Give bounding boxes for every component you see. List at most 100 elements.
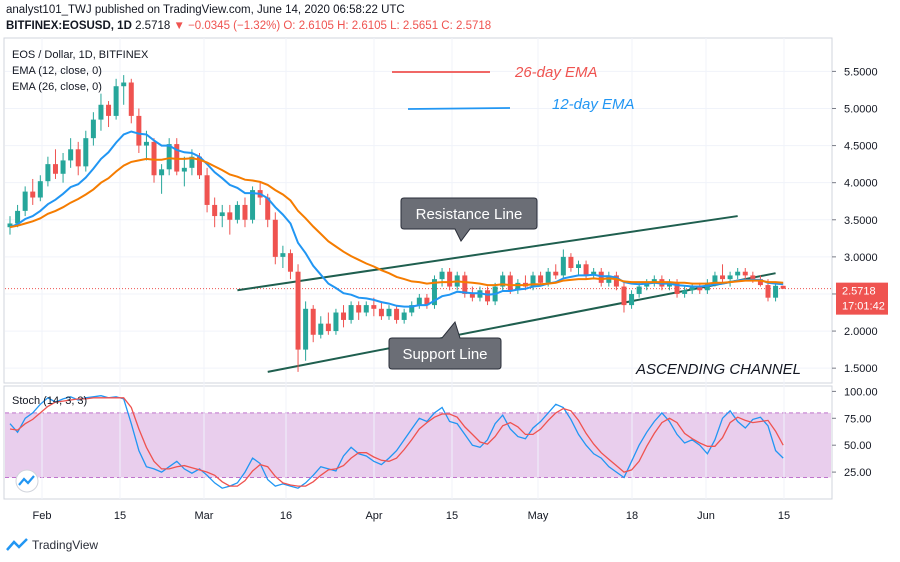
- candle-body: [318, 323, 324, 335]
- candle-body: [197, 156, 202, 176]
- price-axis-label: 3.5000: [844, 215, 878, 227]
- candle-body: [689, 286, 695, 291]
- price-tag: 2.5718 17:01:42: [836, 282, 888, 315]
- candle-body: [136, 115, 142, 146]
- pane-title: EOS / Dollar, 1D, BITFINEX: [12, 49, 149, 61]
- candle-body: [469, 293, 475, 298]
- candle-body: [60, 160, 66, 174]
- candle-body: [212, 204, 218, 217]
- candle-body: [568, 256, 574, 268]
- time-axis-label: Feb: [33, 510, 52, 522]
- candle-body: [265, 197, 271, 220]
- candle-body: [462, 275, 468, 294]
- candle-body: [159, 169, 165, 176]
- candle-body: [629, 293, 635, 306]
- candle-body: [538, 275, 544, 283]
- time-axis-label: Mar: [195, 510, 214, 522]
- candle-body: [303, 308, 309, 350]
- time-axis-label: 16: [280, 510, 292, 522]
- candle-body: [68, 149, 74, 161]
- channel-annotation: ASCENDING CHANNEL: [635, 361, 801, 378]
- candle-body: [674, 282, 680, 294]
- stoch-k-line: [9, 395, 784, 489]
- candle-body: [735, 271, 741, 276]
- candle-body: [424, 297, 430, 306]
- candle-body: [576, 264, 581, 268]
- stoch-d-line: [9, 397, 784, 487]
- candle-body: [583, 264, 589, 276]
- footer-brand: TradingView: [32, 538, 99, 552]
- stoch-axis-label: 50.00: [844, 440, 872, 452]
- candle-body: [507, 275, 513, 291]
- candle-body: [530, 275, 536, 287]
- candle-body: [712, 275, 718, 283]
- price-change: −0.0345 (−1.32%): [188, 20, 281, 32]
- candle-body: [591, 271, 597, 276]
- time-axis-label: 15: [114, 510, 126, 522]
- ema12-annotation: 12-day EMA: [552, 96, 635, 113]
- candle-body: [45, 164, 51, 182]
- candle-body: [500, 275, 506, 287]
- candle-body: [75, 149, 81, 167]
- stoch-layer: [9, 395, 784, 489]
- candle-body: [720, 275, 726, 280]
- candle-body: [651, 279, 657, 283]
- ema26-line: [9, 157, 784, 287]
- price-axis-label: 3.0000: [844, 252, 878, 264]
- stoch-legend: Stoch (14, 3, 3): [12, 395, 87, 407]
- support-callout: Support Line: [388, 320, 502, 370]
- resistance-line: [237, 215, 738, 292]
- candle-body: [621, 286, 627, 306]
- candle-body: [37, 181, 43, 198]
- candle-body: [295, 271, 301, 350]
- candle-body: [560, 256, 566, 276]
- support-label: Support Line: [402, 346, 487, 363]
- ema26-legend: EMA (26, close, 0): [12, 81, 102, 93]
- time-axis-label: 15: [446, 510, 458, 522]
- candle-body: [431, 279, 437, 306]
- candle-body: [30, 191, 36, 198]
- candle-body: [401, 312, 407, 320]
- stoch-axis-label: 100.00: [844, 386, 878, 398]
- candle-body: [242, 204, 248, 220]
- candle-body: [219, 212, 225, 217]
- candle-body: [697, 286, 703, 291]
- price-tag-value: 2.5718: [842, 286, 876, 298]
- candle-body: [765, 285, 771, 298]
- price-tag-countdown: 17:01:42: [842, 301, 885, 313]
- price-axis-label: 4.0000: [844, 178, 878, 190]
- footer: TradingView: [6, 538, 98, 552]
- candle-body: [128, 82, 134, 116]
- resistance-label: Resistance Line: [416, 206, 523, 223]
- candle-body: [485, 290, 491, 302]
- candle-body: [515, 282, 521, 291]
- candle-body: [204, 175, 210, 205]
- candle-body: [356, 305, 362, 313]
- symbol-label: BITFINEX:EOSUSD, 1D: [6, 20, 132, 32]
- candle-body: [773, 285, 779, 298]
- candle-body: [666, 282, 672, 287]
- stoch-axis-label: 75.00: [844, 413, 872, 425]
- candle-body: [151, 141, 157, 176]
- candle-body: [341, 312, 347, 320]
- candle-body: [750, 275, 756, 280]
- candle-body: [386, 308, 392, 317]
- candle-body: [15, 210, 21, 224]
- candle-body: [272, 219, 278, 257]
- candle-body: [363, 305, 369, 313]
- stoch-band: [5, 412, 831, 478]
- time-axis-label: Apr: [365, 510, 382, 522]
- candle-body: [189, 156, 195, 168]
- candle-body: [409, 305, 415, 313]
- time-axis-label: Jun: [697, 510, 715, 522]
- tradingview-logo-icon: [6, 538, 28, 551]
- time-axis-label: May: [528, 510, 549, 522]
- candle-body: [106, 104, 112, 116]
- price-axis-label: 1.5000: [844, 363, 878, 375]
- tradingview-badge[interactable]: [15, 469, 39, 493]
- candle-body: [727, 275, 733, 280]
- candle-body: [545, 271, 551, 283]
- tradingview-badge-icon: [18, 475, 35, 486]
- candle-body: [348, 305, 354, 320]
